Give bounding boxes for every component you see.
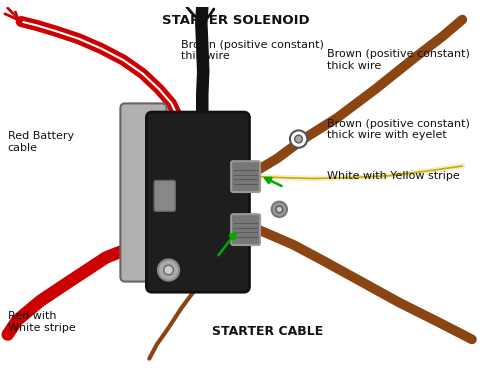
Text: Brown (positive constant)
thin wire: Brown (positive constant) thin wire [181, 40, 324, 61]
FancyBboxPatch shape [120, 104, 166, 281]
Circle shape [158, 259, 179, 281]
FancyBboxPatch shape [231, 161, 260, 192]
Text: Brown (positive constant)
thick wire with eyelet: Brown (positive constant) thick wire wit… [328, 119, 470, 140]
Circle shape [164, 265, 173, 275]
Text: White with Yellow stripe: White with Yellow stripe [328, 171, 460, 181]
FancyBboxPatch shape [231, 214, 260, 245]
Circle shape [276, 206, 282, 213]
Circle shape [272, 202, 287, 217]
Circle shape [294, 135, 302, 143]
Text: STARTER SOLENOID: STARTER SOLENOID [162, 14, 310, 27]
Circle shape [290, 131, 307, 148]
Text: STARTER CABLE: STARTER CABLE [212, 325, 323, 338]
Text: Red with
White stripe: Red with White stripe [8, 311, 76, 333]
Text: Brown (positive constant)
thick wire: Brown (positive constant) thick wire [328, 49, 470, 71]
Text: Red Battery
cable: Red Battery cable [8, 131, 74, 153]
FancyBboxPatch shape [146, 112, 250, 292]
FancyBboxPatch shape [154, 181, 176, 211]
